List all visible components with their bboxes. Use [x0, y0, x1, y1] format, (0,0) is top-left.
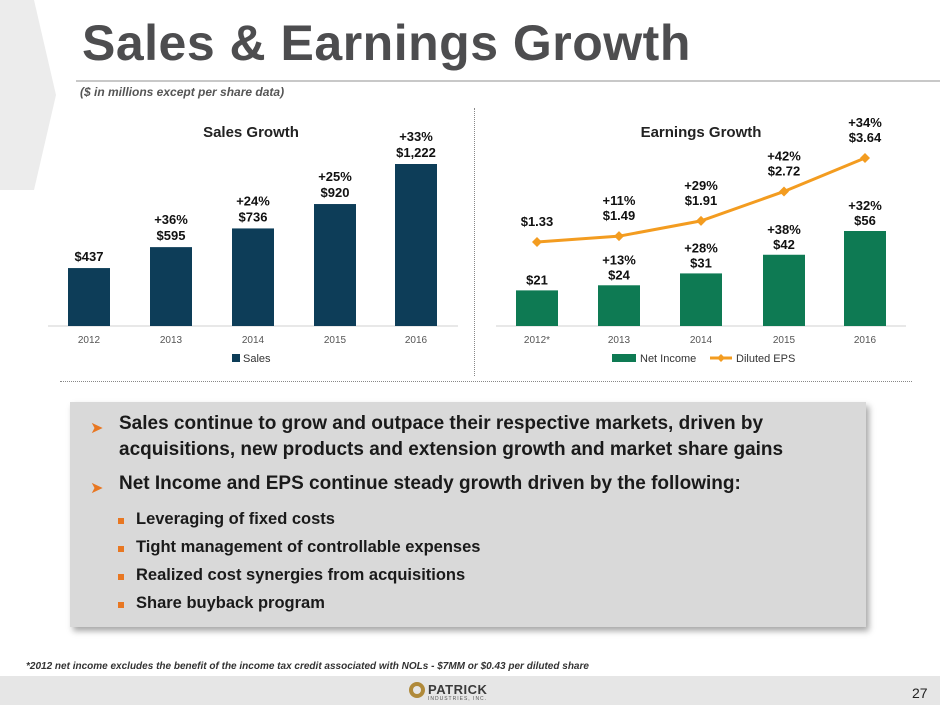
patrick-logo-icon: [409, 682, 425, 698]
eps-point: [860, 153, 870, 163]
net-income-bar: [763, 254, 805, 326]
eps-legend-label: Diluted EPS: [736, 353, 795, 365]
page-number: 27: [912, 685, 928, 701]
sales-x-tick-label: 2014: [242, 335, 265, 346]
page-title: Sales & Earnings Growth: [82, 15, 691, 71]
bullet-main-1-line-2: acquisitions, new products and extension…: [119, 439, 784, 460]
net-income-bar: [680, 273, 722, 326]
eps-point: [696, 215, 706, 226]
sales-value-label: $595: [157, 228, 186, 243]
earnings-x-tick-label: 2013: [608, 335, 631, 346]
eps-value-label: $2.72: [768, 163, 801, 178]
sales-legend-swatch: [232, 354, 240, 362]
net-income-value-label: $31: [690, 255, 712, 270]
sales-value-label: $736: [239, 209, 268, 224]
arrow-bullet-icon: ➤: [90, 480, 104, 497]
sales-x-tick-label: 2012: [78, 335, 101, 346]
net-income-growth-label: +38%: [767, 222, 801, 237]
sales-growth-label: +24%: [236, 193, 270, 208]
sales-growth-label: +36%: [154, 212, 188, 227]
net-income-value-label: $56: [854, 213, 876, 228]
net-income-legend-label: Net Income: [640, 353, 696, 365]
decorative-chevron: [0, 0, 56, 190]
net-income-legend-swatch: [612, 354, 636, 362]
eps-growth-label: +42%: [767, 148, 801, 163]
footnote: *2012 net income excludes the benefit of…: [26, 661, 589, 672]
sales-bar: [314, 204, 356, 326]
bullet-sub-3: Realized cost synergies from acquisition…: [136, 566, 466, 584]
eps-value-label: $1.49: [603, 208, 636, 223]
net-income-bar: [516, 290, 558, 326]
net-income-bar: [844, 231, 886, 326]
square-bullet-icon: [118, 518, 124, 524]
arrow-bullet-icon: ➤: [90, 420, 104, 437]
earnings-chart-title: Earnings Growth: [641, 124, 762, 141]
net-income-growth-label: +28%: [684, 240, 718, 255]
sales-chart-title: Sales Growth: [203, 124, 299, 141]
bullet-main-1-line-1: Sales continue to grow and outpace their…: [119, 413, 764, 434]
sales-bar: [395, 164, 437, 326]
eps-point: [532, 237, 542, 247]
chart-divider: [474, 108, 475, 376]
footer-bar: [0, 676, 940, 705]
sales-value-label: $437: [75, 249, 104, 264]
net-income-growth-label: +32%: [848, 198, 882, 213]
bullet-panel: [70, 402, 866, 627]
sales-bar: [232, 228, 274, 326]
sales-x-tick-label: 2015: [324, 335, 347, 346]
net-income-value-label: $24: [608, 267, 630, 282]
title-rule: [76, 80, 940, 82]
eps-value-label: $1.91: [685, 193, 718, 208]
logo-tagline: INDUSTRIES, INC.: [428, 696, 488, 702]
eps-value-label: $1.33: [521, 214, 554, 229]
square-bullet-icon: [118, 602, 124, 608]
earnings-x-tick-label: 2015: [773, 335, 796, 346]
earnings-x-tick-label: 2014: [690, 335, 713, 346]
eps-value-label: $3.64: [849, 130, 882, 145]
net-income-bar: [598, 285, 640, 326]
sales-legend-label: Sales: [243, 353, 271, 365]
bullet-sub-4: Share buyback program: [136, 594, 325, 612]
eps-growth-label: +29%: [684, 178, 718, 193]
net-income-value-label: $21: [526, 272, 548, 287]
earnings-x-tick-label: 2016: [854, 335, 877, 346]
sales-growth-label: +33%: [399, 129, 433, 144]
eps-point: [614, 231, 624, 242]
eps-growth-label: +11%: [603, 193, 636, 208]
net-income-value-label: $42: [773, 237, 795, 252]
charts-canvas: Sales Growth $437 2012 $595+36% 2013 $736+24%…: [48, 115, 906, 365]
sales-x-tick-label: 2016: [405, 335, 428, 346]
square-bullet-icon: [118, 574, 124, 580]
section-divider: [60, 381, 912, 382]
bullet-sub-2: Tight management of controllable expense…: [136, 538, 481, 556]
eps-legend-marker: [717, 354, 725, 362]
sales-bar: [150, 247, 192, 326]
logo-wordmark: PATRICK: [428, 682, 488, 697]
page-subtitle: ($ in millions except per share data): [80, 85, 285, 99]
square-bullet-icon: [118, 546, 124, 552]
bullet-sub-1: Leveraging of fixed costs: [136, 510, 335, 528]
sales-growth-label: +25%: [318, 169, 352, 184]
earnings-x-tick-label: 2012*: [524, 335, 550, 346]
bullet-main-2: Net Income and EPS continue steady growt…: [119, 473, 741, 494]
eps-point: [779, 186, 789, 197]
eps-growth-label: +34%: [848, 115, 882, 130]
net-income-growth-label: +13%: [602, 252, 636, 267]
sales-x-tick-label: 2013: [160, 335, 183, 346]
sales-value-label: $1,222: [396, 145, 436, 160]
sales-value-label: $920: [321, 185, 350, 200]
sales-bar: [68, 268, 110, 326]
